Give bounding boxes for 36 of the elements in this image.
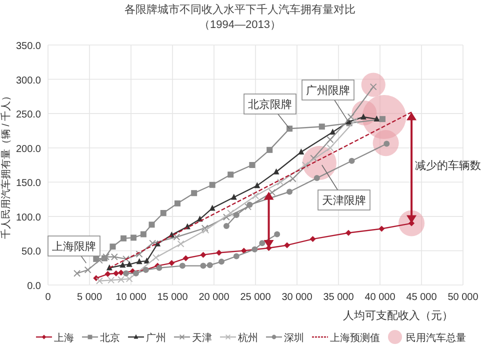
y-tick-label: 0.0 [27,281,42,292]
y-tick-label: 350.0 [16,41,42,52]
chart-subtitle: （1994—2013） [199,19,281,31]
x-tick-label: 5 000 [76,292,102,303]
y-tick-label: 250.0 [16,110,42,121]
legend-label: 上海 [54,332,74,344]
y-tick-label: 150.0 [16,178,42,190]
x-tick-label: 35 000 [323,292,354,303]
x-tick-label: 50 000 [448,292,479,303]
annotation: 减少的车辆数 [415,159,481,172]
y-tick-label: 100.0 [16,212,42,224]
x-tick-label: 45 000 [406,292,438,303]
legend-label: 天津 [192,332,212,344]
x-tick-label: 15 000 [157,292,188,303]
chart-title: 各限牌城市不同收入水平下千人汽车拥有量对比 [124,3,356,16]
annotation: 天津限牌 [322,194,366,207]
x-tick-label: 10 000 [116,292,147,303]
x-tick-label: 25 000 [240,292,272,303]
legend-label: 杭州 [237,332,258,344]
x-axis-title: 人均可支配收入（元） [343,309,453,322]
y-tick-label: 300.0 [16,75,42,86]
annotation: 北京限牌 [248,98,292,111]
legend-label: 上海预测值 [330,332,380,344]
legend-label: 深圳 [284,332,304,344]
x-tick-label: 20 000 [198,292,230,303]
legend-label: 北京 [100,332,120,344]
y-axis-title: 千人民用汽车拥有量（辆 / 千人） [0,90,12,240]
x-tick-label: 30 000 [282,292,313,303]
legend-label: 广州 [146,332,166,344]
legend-label: 民用汽车总量 [406,332,466,344]
x-tick-label: 0 [45,292,52,303]
x-tick-label: 40 000 [364,292,396,303]
y-tick-label: 50.0 [22,246,42,258]
annotation: 广州限牌 [306,84,350,97]
y-tick-label: 200.0 [16,144,42,155]
annotation: 上海限牌 [52,240,96,253]
